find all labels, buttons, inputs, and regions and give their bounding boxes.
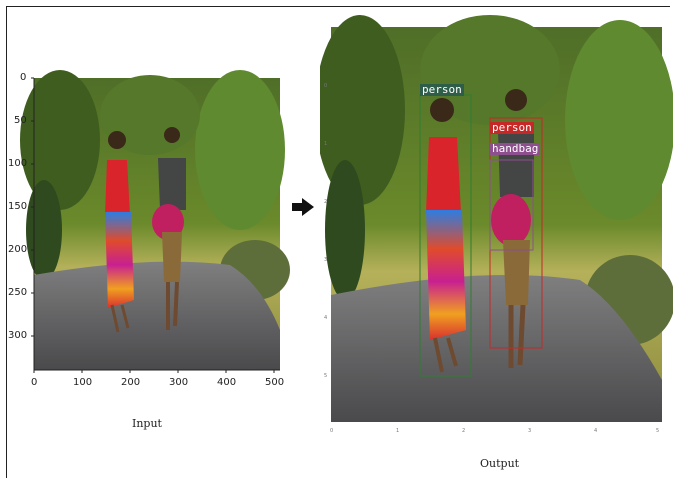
y-tick-label: 300 <box>8 330 28 341</box>
detection-label-handbag: handbag <box>490 142 541 155</box>
right-arrow-icon <box>292 198 314 216</box>
svg-text:5: 5 <box>324 373 327 379</box>
output-caption: Output <box>480 457 520 470</box>
output-image: 0 1 2 3 4 5 0 1 2 3 4 5 <box>320 15 673 434</box>
y-tick-label: 150 <box>8 201 28 212</box>
x-tick-label: 500 <box>265 377 285 388</box>
svg-text:1: 1 <box>324 141 327 147</box>
detection-label-person: person <box>490 121 534 134</box>
svg-text:1: 1 <box>396 428 399 434</box>
svg-text:2: 2 <box>462 428 465 434</box>
detection-label-person: person <box>420 83 464 96</box>
input-image <box>20 70 290 373</box>
y-tick-label: 0 <box>20 72 27 83</box>
svg-text:4: 4 <box>594 428 597 434</box>
y-tick-label: 200 <box>8 244 28 255</box>
x-tick-label: 100 <box>73 377 93 388</box>
figure-frame <box>6 6 670 478</box>
x-tick-label: 0 <box>31 377 38 388</box>
svg-text:5: 5 <box>656 428 659 434</box>
input-caption: Input <box>132 417 162 430</box>
y-tick-label: 100 <box>8 158 28 169</box>
svg-text:2: 2 <box>324 199 327 205</box>
svg-text:0: 0 <box>330 428 333 434</box>
svg-text:3: 3 <box>324 257 327 263</box>
y-tick-label: 50 <box>14 115 27 126</box>
output-panel: 0 1 2 3 4 5 0 1 2 3 4 5 person person handbag Ou… <box>320 0 673 481</box>
svg-text:0: 0 <box>324 83 327 89</box>
svg-text:3: 3 <box>528 428 531 434</box>
x-tick-label: 300 <box>169 377 189 388</box>
y-tick-label: 250 <box>8 287 28 298</box>
x-tick-label: 200 <box>121 377 141 388</box>
svg-text:4: 4 <box>324 315 327 321</box>
x-tick-label: 400 <box>217 377 237 388</box>
input-panel: 0 50 100 150 200 250 300 0 100 200 300 4… <box>0 0 300 440</box>
detection-box-handbag <box>489 159 534 251</box>
